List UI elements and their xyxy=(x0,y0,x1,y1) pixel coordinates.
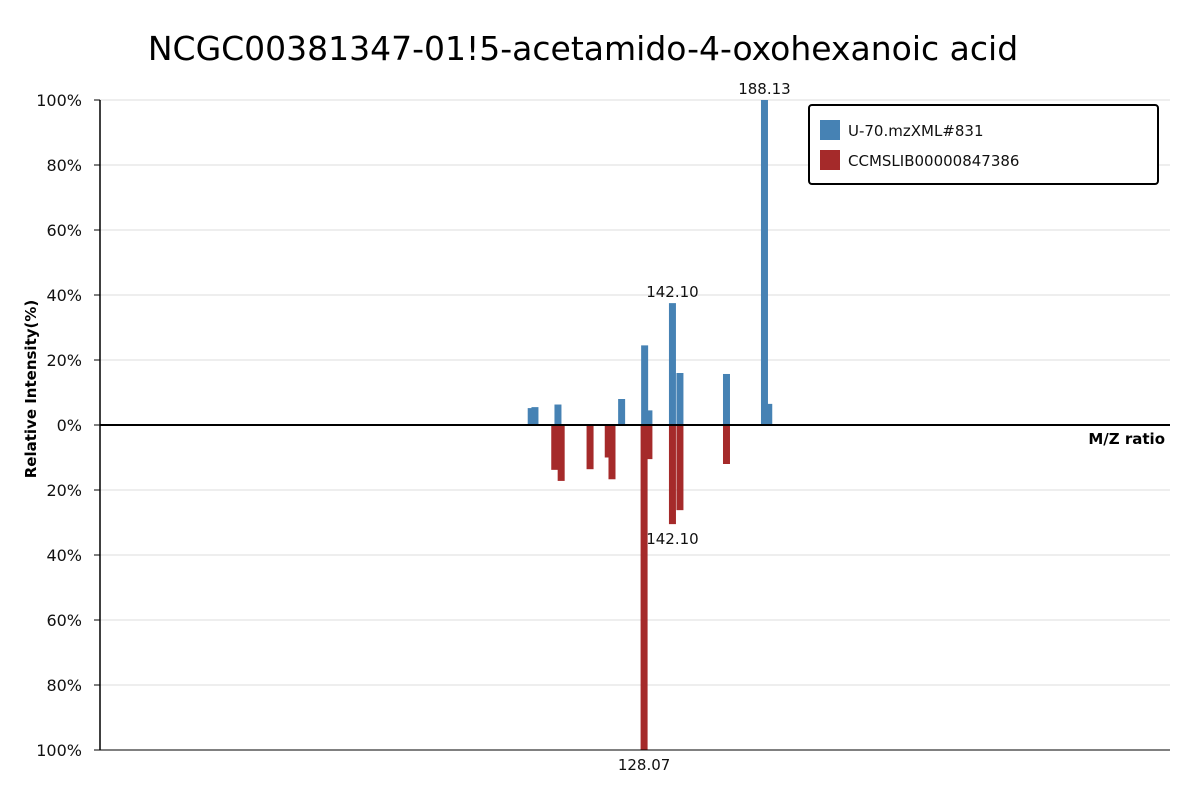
library-peak-bar xyxy=(586,425,594,470)
axes xyxy=(94,99,1170,751)
library-peak-bar xyxy=(640,425,648,750)
spectrum-bars xyxy=(527,100,773,750)
legend-entry: U-70.mzXML#831 xyxy=(848,122,984,140)
query-peak-bar xyxy=(722,373,730,425)
library-peak-bar xyxy=(557,425,565,481)
legend-box xyxy=(808,104,1159,185)
query-peak-bar xyxy=(641,345,649,425)
y-tick-label: 100% xyxy=(36,741,82,760)
legend: U-70.mzXML#831 CCMSLIB00000847386 xyxy=(808,104,1159,185)
peak-labels: 142.10 188.13 128.07 142.10 xyxy=(618,80,791,774)
legend-swatch xyxy=(820,150,840,170)
library-peak-bar xyxy=(551,425,559,470)
peak-label: 188.13 xyxy=(738,80,791,98)
y-tick-label: 100% xyxy=(36,91,82,110)
library-peak-bar xyxy=(668,425,676,525)
library-peak-bar xyxy=(676,425,684,511)
library-peak-bar xyxy=(722,425,730,464)
library-peak-bar xyxy=(608,425,616,480)
query-peak-bar xyxy=(668,303,676,425)
y-tick-label: 40% xyxy=(46,286,82,305)
y-tick-label: 0% xyxy=(57,416,82,435)
y-tick-label: 60% xyxy=(46,221,82,240)
y-tick-label: 60% xyxy=(46,611,82,630)
query-peak-bar xyxy=(676,373,684,425)
query-peak-bar xyxy=(645,410,653,425)
library-peak-bar xyxy=(645,425,653,460)
y-tick-label: 20% xyxy=(46,351,82,370)
query-peak-bar xyxy=(527,408,535,425)
y-tick-labels: 100% 80% 60% 40% 20% 0% 20% 40% 60% 80% 100% xyxy=(36,91,82,760)
library-peak-bar xyxy=(604,425,612,458)
chart-title: NCGC00381347-01!5-acetamido-4-oxohexanoi… xyxy=(148,29,1018,68)
legend-entry: CCMSLIB00000847386 xyxy=(848,152,1019,170)
query-peak-bar xyxy=(531,407,539,425)
query-peak-bar xyxy=(760,100,768,425)
query-peak-bar xyxy=(554,404,562,425)
y-tick-label: 80% xyxy=(46,156,82,175)
legend-swatch xyxy=(820,120,840,140)
x-axis-title: M/Z ratio xyxy=(1088,430,1165,448)
query-peak-bar xyxy=(765,403,773,425)
query-peak-bar xyxy=(618,399,626,425)
peak-label: 142.10 xyxy=(646,283,699,301)
y-tick-label: 20% xyxy=(46,481,82,500)
y-tick-label: 40% xyxy=(46,546,82,565)
peak-label: 128.07 xyxy=(618,756,671,774)
y-tick-label: 80% xyxy=(46,676,82,695)
peak-label: 142.10 xyxy=(646,530,699,548)
y-axis-title: Relative Intensity(%) xyxy=(22,300,40,479)
